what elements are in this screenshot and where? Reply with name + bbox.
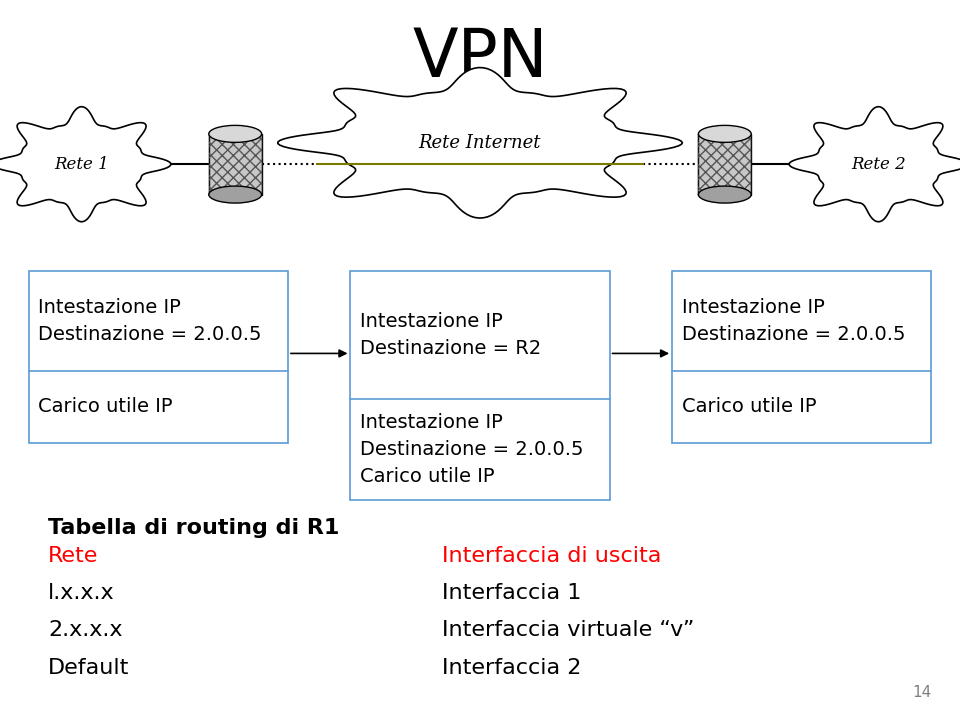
Text: Intestazione IP: Intestazione IP [682, 298, 825, 317]
Text: Interfaccia 2: Interfaccia 2 [442, 658, 581, 678]
Text: Destinazione = R2: Destinazione = R2 [360, 339, 541, 358]
Text: Carico utile IP: Carico utile IP [682, 397, 816, 416]
Text: Carico utile IP: Carico utile IP [360, 467, 494, 486]
Polygon shape [789, 106, 960, 222]
Text: Interfaccia di uscita: Interfaccia di uscita [442, 546, 661, 566]
Text: Default: Default [48, 658, 130, 678]
Text: Interfaccia 1: Interfaccia 1 [442, 583, 581, 603]
Bar [699, 134, 752, 194]
Text: Rete 2: Rete 2 [851, 156, 906, 173]
Text: l.x.x.x: l.x.x.x [48, 583, 114, 603]
Ellipse shape [698, 126, 751, 142]
Text: VPN: VPN [412, 25, 548, 91]
Text: Interfaccia virtuale “v”: Interfaccia virtuale “v” [442, 620, 694, 640]
Text: Destinazione = 2.0.0.5: Destinazione = 2.0.0.5 [38, 325, 262, 344]
Text: Intestazione IP: Intestazione IP [38, 298, 181, 317]
Text: Intestazione IP: Intestazione IP [360, 413, 503, 432]
Bar [209, 134, 261, 194]
Ellipse shape [208, 126, 261, 142]
Polygon shape [277, 68, 683, 218]
Bar [209, 134, 261, 194]
Text: Carico utile IP: Carico utile IP [38, 397, 173, 416]
Bar [350, 271, 610, 500]
Text: Rete 1: Rete 1 [54, 156, 109, 173]
Text: Destinazione = 2.0.0.5: Destinazione = 2.0.0.5 [682, 325, 905, 344]
Bar [29, 271, 288, 443]
Bar [699, 134, 752, 194]
Bar [672, 271, 931, 443]
Text: Rete Internet: Rete Internet [419, 134, 541, 152]
Text: Intestazione IP: Intestazione IP [360, 312, 503, 331]
Text: 2.x.x.x: 2.x.x.x [48, 620, 123, 640]
Ellipse shape [698, 186, 751, 203]
Text: Destinazione = 2.0.0.5: Destinazione = 2.0.0.5 [360, 440, 584, 459]
Text: Rete: Rete [48, 546, 98, 566]
Polygon shape [0, 106, 171, 222]
Ellipse shape [208, 186, 261, 203]
Text: Tabella di routing di R1: Tabella di routing di R1 [48, 518, 340, 538]
Text: 14: 14 [912, 685, 931, 700]
